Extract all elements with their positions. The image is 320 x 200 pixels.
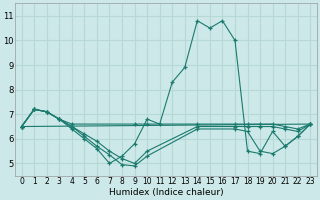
X-axis label: Humidex (Indice chaleur): Humidex (Indice chaleur) — [108, 188, 223, 197]
